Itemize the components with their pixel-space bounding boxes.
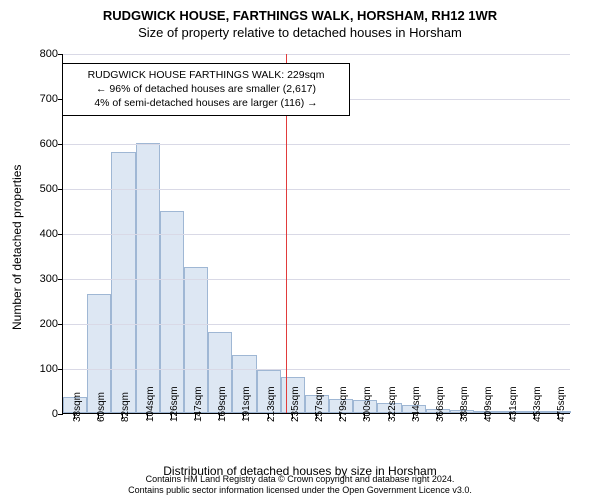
y-tick-mark xyxy=(58,144,63,145)
y-tick-label: 0 xyxy=(6,408,58,420)
y-tick-mark xyxy=(58,369,63,370)
y-tick-mark xyxy=(58,324,63,325)
annotation-line2: ← 96% of detached houses are smaller (2,… xyxy=(71,82,341,96)
grid-line xyxy=(63,189,570,190)
y-tick-label: 100 xyxy=(6,363,58,375)
plot-area: RUDGWICK HOUSE FARTHINGS WALK: 229sqm← 9… xyxy=(62,54,570,414)
footer: Contains HM Land Registry data © Crown c… xyxy=(0,474,600,497)
annotation-box: RUDGWICK HOUSE FARTHINGS WALK: 229sqm← 9… xyxy=(62,63,350,116)
y-tick-mark xyxy=(58,54,63,55)
title-subtitle: Size of property relative to detached ho… xyxy=(0,23,600,40)
grid-line xyxy=(63,369,570,370)
y-tick-label: 700 xyxy=(6,93,58,105)
title-address: RUDGWICK HOUSE, FARTHINGS WALK, HORSHAM,… xyxy=(0,0,600,23)
grid-line xyxy=(63,324,570,325)
y-tick-label: 200 xyxy=(6,318,58,330)
annotation-line1: RUDGWICK HOUSE FARTHINGS WALK: 229sqm xyxy=(71,68,341,82)
footer-line1: Contains HM Land Registry data © Crown c… xyxy=(0,474,600,485)
y-tick-label: 800 xyxy=(6,48,58,60)
grid-line xyxy=(63,279,570,280)
chart-container: RUDGWICK HOUSE, FARTHINGS WALK, HORSHAM,… xyxy=(0,0,600,500)
y-tick-label: 400 xyxy=(6,228,58,240)
histogram-bar xyxy=(136,143,160,413)
y-tick-mark xyxy=(58,414,63,415)
footer-line2: Contains public sector information licen… xyxy=(0,485,600,496)
histogram-bar xyxy=(111,152,135,413)
y-tick-label: 500 xyxy=(6,183,58,195)
grid-line xyxy=(63,54,570,55)
y-tick-label: 600 xyxy=(6,138,58,150)
grid-line xyxy=(63,144,570,145)
grid-line xyxy=(63,234,570,235)
histogram-bar xyxy=(160,211,184,414)
y-tick-mark xyxy=(58,234,63,235)
y-tick-mark xyxy=(58,279,63,280)
y-tick-label: 300 xyxy=(6,273,58,285)
y-tick-mark xyxy=(58,189,63,190)
annotation-line3: 4% of semi-detached houses are larger (1… xyxy=(71,96,341,110)
